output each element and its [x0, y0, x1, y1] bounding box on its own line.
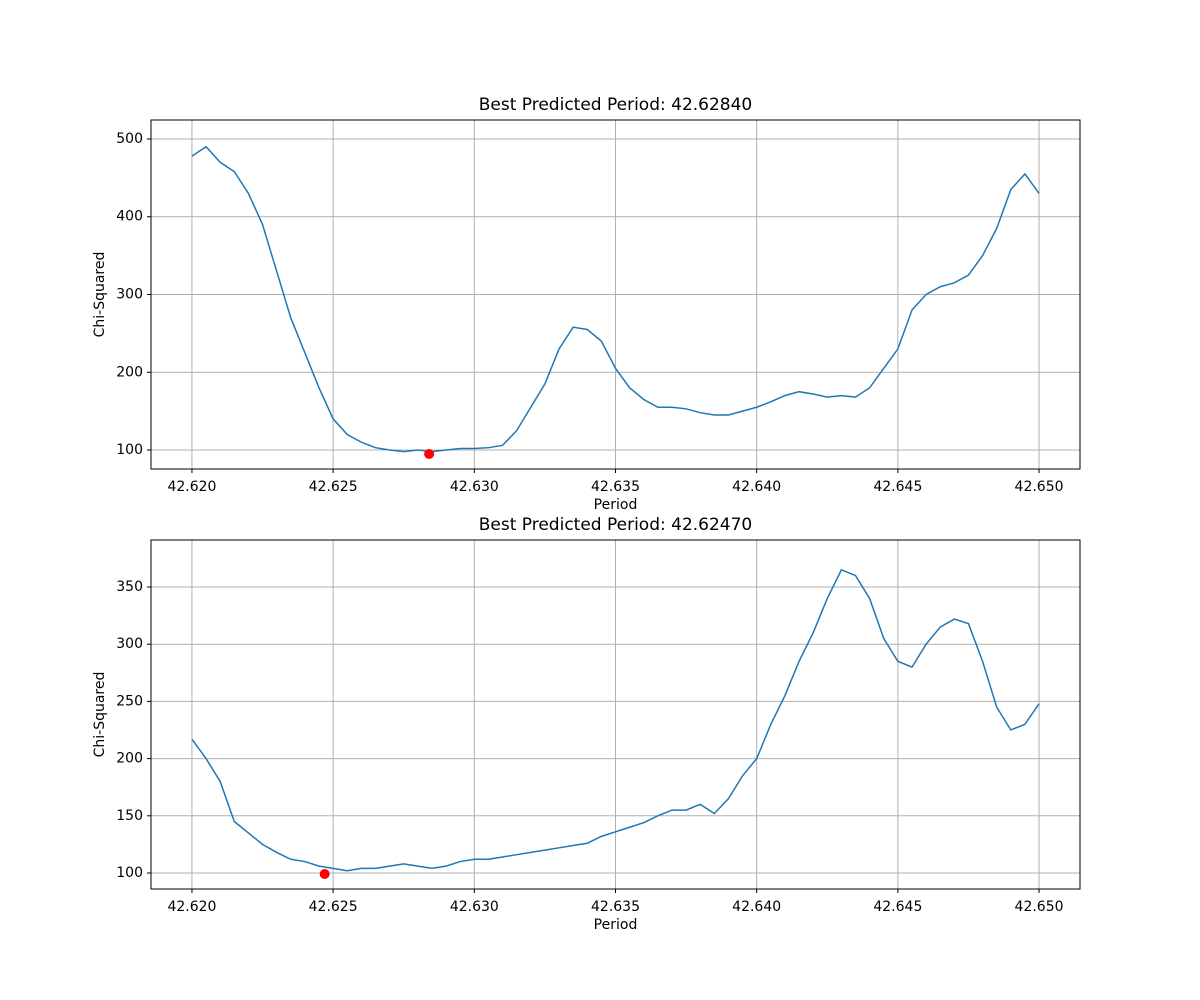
y-axis-label: Chi-Squared	[92, 672, 108, 758]
best-period-marker	[319, 869, 330, 880]
x-axis-label: Period	[594, 497, 638, 513]
y-tick-label: 500	[116, 131, 143, 147]
axes-frame	[150, 119, 1081, 470]
y-tick-label: 200	[116, 364, 143, 380]
x-tick-label: 42.645	[873, 899, 922, 915]
x-tick-label: 42.635	[591, 479, 640, 495]
chart-title: Best Predicted Period: 42.62470	[479, 515, 753, 535]
data-line	[191, 145, 1040, 453]
chart-title: Best Predicted Period: 42.62840	[479, 95, 753, 115]
x-tick-label: 42.635	[591, 899, 640, 915]
x-axis-label: Period	[594, 917, 638, 933]
x-tick-label: 42.625	[309, 479, 358, 495]
x-tick-label: 42.630	[450, 479, 499, 495]
x-tick-label: 42.630	[450, 899, 499, 915]
y-tick-label: 200	[116, 751, 143, 767]
axes-frame	[150, 539, 1081, 890]
best-period-marker	[424, 448, 435, 459]
data-line	[191, 568, 1040, 872]
y-tick-label: 250	[116, 693, 143, 709]
x-tick-label: 42.650	[1015, 479, 1064, 495]
y-tick-label: 300	[116, 636, 143, 652]
y-tick-label: 150	[116, 808, 143, 824]
x-tick-label: 42.625	[309, 899, 358, 915]
x-tick-label: 42.650	[1015, 899, 1064, 915]
y-tick-label: 100	[116, 442, 143, 458]
x-tick-label: 42.620	[167, 899, 216, 915]
y-axis-label: Chi-Squared	[92, 252, 108, 338]
y-tick-label: 100	[116, 865, 143, 881]
x-tick-label: 42.640	[732, 899, 781, 915]
x-tick-label: 42.620	[167, 479, 216, 495]
x-tick-label: 42.645	[873, 479, 922, 495]
y-tick-label: 400	[116, 209, 143, 225]
x-tick-label: 42.640	[732, 479, 781, 495]
y-tick-label: 300	[116, 287, 143, 303]
y-tick-label: 350	[116, 579, 143, 595]
